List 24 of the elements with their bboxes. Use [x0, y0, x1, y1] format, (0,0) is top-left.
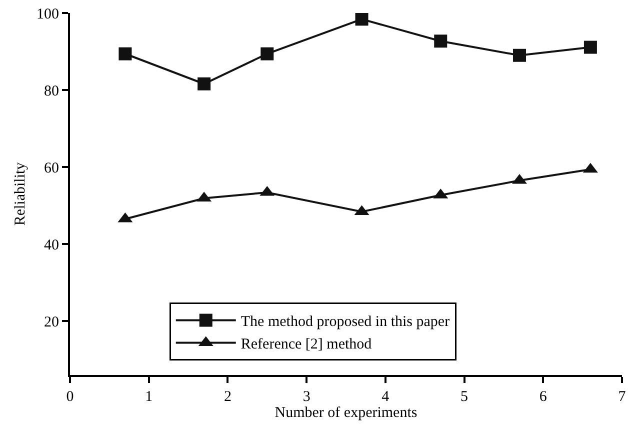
y-axis-title: Reliability	[12, 162, 28, 226]
x-tick-label: 0	[66, 389, 74, 405]
x-tick-label: 5	[460, 389, 468, 405]
point	[434, 34, 448, 48]
point	[260, 47, 274, 60]
y-tick-label: 80	[44, 83, 59, 100]
legend-label: Reference [2] method	[240, 336, 372, 353]
x-tick-label: 2	[224, 389, 232, 405]
point	[584, 40, 597, 54]
point	[198, 77, 211, 90]
y-tick-label: 40	[44, 237, 59, 254]
x-tick-label: 1	[145, 389, 153, 405]
point	[118, 47, 132, 60]
x-tick-label: 4	[382, 389, 390, 405]
y-tick-label: 60	[44, 160, 59, 176]
x-tick-label: 7	[618, 389, 626, 405]
point	[512, 48, 526, 62]
y-tick-label: 100	[36, 6, 59, 22]
y-tick-label: 20	[44, 314, 59, 330]
x-tick-label: 6	[539, 389, 548, 405]
x-tick-label: 3	[302, 389, 310, 405]
legend-label: The method proposed in this paper	[240, 314, 450, 330]
x-axis-title: Number of experiments	[274, 405, 418, 421]
point	[355, 13, 368, 26]
